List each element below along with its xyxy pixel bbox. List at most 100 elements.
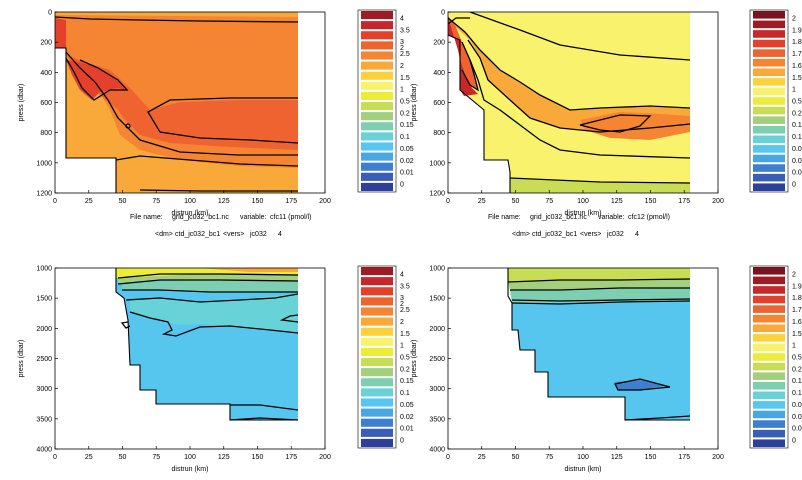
y-tick-label: 1000	[36, 160, 52, 167]
colorbar-swatch	[361, 347, 393, 356]
x-tick-label: 25	[478, 198, 486, 205]
colorbar-extra-label: 2	[400, 301, 404, 308]
colorbar-swatch	[753, 30, 785, 38]
contour-line-e	[115, 155, 299, 167]
colorbar-swatch	[753, 429, 785, 438]
colorbar-swatch	[361, 287, 393, 296]
colorbar-swatch	[361, 162, 393, 171]
y-tick-label: 1000	[429, 160, 445, 167]
contour-line-c	[469, 59, 691, 159]
colorbar-tick-label: 0.01	[400, 426, 414, 433]
x-axis-label: distrun (km)	[565, 210, 602, 217]
colorbar-swatch	[753, 353, 785, 361]
x-tick-label: 50	[512, 198, 520, 205]
y-axis-label: press (dbar)	[411, 340, 418, 378]
colorbar-swatch	[361, 428, 393, 437]
contour-line-c	[65, 57, 129, 101]
y-tick-label: 3000	[36, 386, 52, 393]
x-tick-label: 25	[85, 454, 93, 461]
colorbar-tick-label: 2	[792, 16, 796, 23]
colorbar-swatch	[753, 439, 785, 447]
y-tick-label: 4000	[36, 447, 52, 454]
x-tick-label: 175	[678, 454, 690, 461]
y-tick-label: 0	[441, 10, 445, 17]
colorbar-tick-label: 0.15	[400, 122, 414, 129]
colorbar-swatch	[361, 418, 393, 427]
colorbar-tick-label: 0.1	[792, 390, 802, 397]
y-tick-label: 4000	[429, 447, 445, 454]
colorbar-tick-label: 1.7	[792, 307, 802, 314]
colorbar-swatch	[753, 125, 785, 134]
colorbar-tick-label: 2	[400, 63, 404, 70]
colorbar-tick-label: 0.05	[792, 146, 802, 153]
contour-line-f	[279, 314, 299, 323]
colorbar-tick-label: 0.05	[792, 402, 802, 409]
colorbar-swatch	[361, 51, 393, 60]
y-tick-label: 3000	[429, 386, 445, 393]
x-tick-label: 200	[319, 454, 331, 461]
colorbar-tick-label: 0.5	[400, 99, 410, 106]
y-axis-label: press (dbar)	[411, 84, 418, 122]
contour-line-f	[579, 114, 652, 133]
vers-value: jc032	[606, 231, 624, 238]
file-name: grid_jc032_bc1.nc	[530, 214, 587, 221]
tick-layer: 0 25 50 75 100 125 150 175 200020040060080010001…	[18, 10, 724, 474]
x-tick-label: 50	[119, 454, 127, 461]
y-tick-label: 3500	[429, 416, 445, 423]
colorbar-swatch	[361, 172, 393, 181]
colorbar-tick-label: 1.6	[792, 63, 802, 70]
x-axis-label: distrun (km)	[172, 466, 209, 473]
y-tick-label: 600	[433, 100, 445, 107]
x-tick-label: 0	[446, 198, 450, 205]
colorbar-swatch	[753, 305, 785, 313]
x-tick-label: 125	[611, 454, 623, 461]
colorbar-tick-label: 1.5	[400, 75, 410, 82]
colorbar-swatch	[753, 97, 785, 105]
contour-line-a	[55, 16, 299, 23]
contour-line-g	[509, 177, 691, 184]
colorbar-swatch	[361, 61, 393, 70]
colorbar-tick-label: 0	[400, 182, 404, 189]
colorbar-swatch	[361, 388, 393, 397]
contour-line-d	[147, 97, 299, 144]
y-axis-label: press (dbar)	[18, 84, 25, 122]
colorbar-swatch	[361, 378, 393, 387]
x-tick-label: 125	[218, 454, 230, 461]
colorbar-swatch	[361, 337, 393, 346]
colorbar-swatch	[753, 173, 785, 182]
variable-name: cfc12 (pmol/l)	[628, 214, 670, 221]
colorbar-swatch	[361, 277, 393, 286]
colorbar-swatch	[753, 154, 785, 163]
x-tick-label: 125	[218, 198, 230, 205]
y-tick-label: 1200	[429, 191, 445, 198]
colorbar-tick-label: 1.6	[792, 319, 802, 326]
x-tick-label: 75	[152, 454, 160, 461]
contour-line-h	[448, 17, 470, 25]
contour-line-f	[624, 415, 691, 421]
dm-label: <dm>	[155, 231, 173, 238]
file-name-label: File name:	[130, 214, 163, 221]
x-axis-label: distrun (km)	[565, 466, 602, 473]
colorbar-swatch	[753, 372, 785, 380]
x-tick-label: 75	[152, 198, 160, 205]
colorbar-frame	[357, 9, 397, 193]
data-mask-edge	[55, 47, 117, 193]
y-tick-label: 1200	[36, 191, 52, 198]
contour-fill-1.7	[580, 112, 690, 140]
dm-value: ctd_jc032_bc1	[175, 231, 220, 238]
colorbar-swatch	[361, 142, 393, 151]
colorbar-tick-label: 1	[792, 343, 796, 350]
colorbar-swatch	[753, 135, 785, 144]
contour-fill-3-near	[55, 18, 66, 48]
panel-cfc12-upper	[448, 12, 718, 193]
colorbar-tick-label: 0.02	[400, 158, 414, 165]
colorbar-frame	[357, 265, 397, 449]
colorbar-tick-label: 0	[400, 438, 404, 445]
x-tick-label: 25	[85, 198, 93, 205]
y-tick-label: 200	[433, 40, 445, 47]
contour-line-c	[122, 289, 298, 293]
vers-label: <vers>	[580, 231, 601, 238]
panel-cfc12-deep	[448, 268, 718, 449]
colorbar-swatch	[753, 20, 785, 29]
y-axis-label: press (dbar)	[18, 340, 25, 378]
